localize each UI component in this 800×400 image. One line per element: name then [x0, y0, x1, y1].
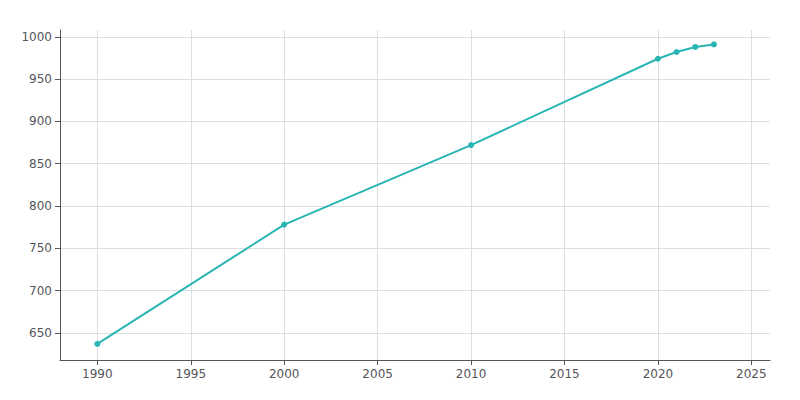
svg-text:850: 850 — [29, 157, 52, 171]
svg-text:900: 900 — [29, 114, 52, 128]
svg-text:1000: 1000 — [21, 30, 52, 44]
svg-text:650: 650 — [29, 326, 52, 340]
svg-text:700: 700 — [29, 284, 52, 298]
svg-text:2000: 2000 — [269, 367, 300, 381]
svg-text:2015: 2015 — [549, 367, 580, 381]
svg-text:2005: 2005 — [362, 367, 393, 381]
svg-text:2025: 2025 — [736, 367, 767, 381]
svg-text:1990: 1990 — [82, 367, 113, 381]
svg-text:2010: 2010 — [456, 367, 487, 381]
svg-text:950: 950 — [29, 72, 52, 86]
svg-text:1995: 1995 — [176, 367, 207, 381]
svg-text:800: 800 — [29, 199, 52, 213]
svg-text:2020: 2020 — [643, 367, 674, 381]
svg-text:750: 750 — [29, 241, 52, 255]
